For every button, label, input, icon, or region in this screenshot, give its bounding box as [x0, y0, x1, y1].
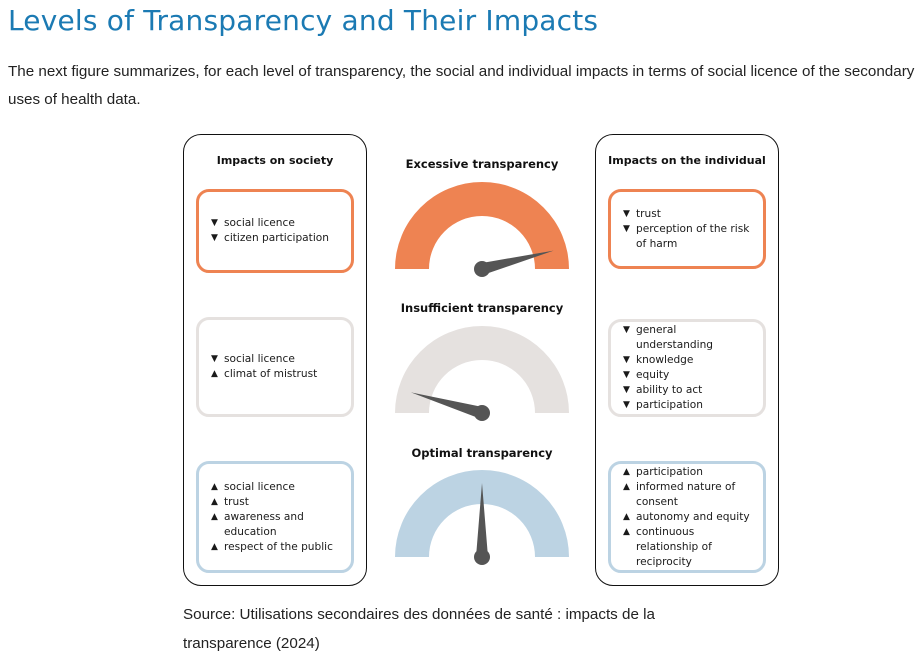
society-impacts-optimal: ▲ social licence ▲ trust ▲ awareness and educ… — [196, 461, 354, 573]
down-arrow-icon: ▼ — [623, 325, 630, 335]
down-arrow-icon: ▼ — [623, 355, 630, 365]
gauge-label-optimal: Optimal transparency — [411, 446, 553, 460]
page-title: Levels of Transparency and Their Impacts — [8, 4, 599, 37]
impact-text: equity — [636, 369, 670, 381]
gauge-needle — [410, 392, 484, 419]
individual-heading: Impacts on the individual — [608, 154, 766, 167]
down-arrow-icon: ▼ — [623, 370, 630, 380]
gauge-arc — [395, 182, 569, 269]
intro-paragraph: The next figure summarizes, for each lev… — [8, 63, 915, 108]
impact-item: ▲ autonomy and equity — [623, 510, 755, 525]
impact-text: informed nature of consent — [636, 480, 736, 508]
up-arrow-icon: ▲ — [623, 511, 630, 522]
gauge-label-insufficient: Insufficient transparency — [400, 301, 564, 315]
impact-item: ▼ citizen participation — [211, 231, 343, 246]
impact-text: ability to act — [636, 384, 703, 396]
impact-text: respect of the public — [224, 540, 333, 553]
impact-text: participation — [636, 465, 703, 478]
impact-item: ▲ awareness and education — [211, 510, 343, 540]
down-arrow-icon: ▼ — [211, 233, 218, 243]
impact-item: ▼ ability to act — [623, 383, 755, 398]
society-heading: Impacts on society — [216, 154, 334, 167]
impact-item: ▼ social licence — [211, 352, 343, 367]
gauge-label-excessive: Excessive transparency — [405, 157, 559, 171]
impact-item: ▲ trust — [211, 495, 343, 510]
gauge-optimal — [395, 470, 569, 565]
impact-item: ▼ participation — [623, 398, 755, 413]
up-arrow-icon: ▲ — [211, 369, 218, 379]
down-arrow-icon: ▼ — [623, 208, 630, 219]
society-impacts-excessive: ▼ social licence ▼ citizen participation — [196, 189, 354, 273]
individual-impacts-panel: Impacts on the individual ▼ trust ▼ percept… — [595, 134, 779, 586]
impact-text: social licence — [224, 353, 295, 365]
individual-impacts-excessive: ▼ trust ▼ perception of the risk of harm — [608, 189, 766, 269]
impact-text: trust — [224, 495, 249, 508]
gauge-hub — [474, 549, 490, 565]
impact-text: perception of the risk of harm — [636, 222, 750, 250]
gauge-arc — [395, 326, 569, 413]
impact-text: continuous relationship of reciprocity — [636, 525, 712, 568]
gauge-needle — [476, 483, 488, 557]
impact-text: knowledge — [636, 354, 694, 366]
impact-item: ▼ general understanding — [623, 323, 755, 353]
impact-text: autonomy and equity — [636, 510, 750, 523]
up-arrow-icon: ▲ — [211, 481, 218, 492]
impact-text: social licence — [224, 217, 295, 229]
down-arrow-icon: ▼ — [211, 218, 218, 228]
individual-impacts-insufficient: ▼ general understanding ▼ knowledge ▼ equity ▼… — [608, 319, 766, 417]
society-impacts-panel: Impacts on society ▼ social licence ▼ citiz… — [183, 134, 367, 586]
down-arrow-icon: ▼ — [623, 223, 630, 234]
down-arrow-icon: ▼ — [623, 400, 630, 410]
gauge-excessive — [395, 182, 569, 277]
impact-text: citizen participation — [224, 232, 329, 244]
gauge-insufficient — [395, 326, 569, 421]
transparency-figure: Impacts on society ▼ social licence ▼ citiz… — [183, 134, 783, 590]
impact-item: ▲ informed nature of consent — [623, 480, 755, 510]
impact-item: ▼ knowledge — [623, 353, 755, 368]
up-arrow-icon: ▲ — [623, 526, 630, 537]
gauge-arc — [395, 470, 569, 557]
society-impacts-insufficient: ▼ social licence ▲ climat of mistrust — [196, 317, 354, 417]
impact-item: ▼ perception of the risk of harm — [623, 222, 755, 252]
impact-item: ▼ trust — [623, 207, 755, 222]
down-arrow-icon: ▼ — [623, 385, 630, 395]
impact-item: ▲ participation — [623, 465, 755, 480]
gauge-needle — [480, 250, 554, 275]
source-caption: Source: Utilisations secondaires des don… — [183, 606, 655, 652]
down-arrow-icon: ▼ — [211, 354, 218, 364]
up-arrow-icon: ▲ — [211, 541, 218, 552]
up-arrow-icon: ▲ — [623, 481, 630, 492]
impact-text: awareness and education — [224, 510, 304, 538]
gauge-hub — [474, 405, 490, 421]
impact-item: ▼ equity — [623, 368, 755, 383]
impact-item: ▲ continuous relationship of reciprocity — [623, 525, 755, 570]
impact-item: ▼ social licence — [211, 216, 343, 231]
impact-text: trust — [636, 207, 661, 220]
impact-text: general understanding — [636, 324, 714, 351]
up-arrow-icon: ▲ — [211, 511, 218, 522]
impact-text: participation — [636, 399, 703, 411]
impact-item: ▲ climat of mistrust — [211, 367, 343, 382]
up-arrow-icon: ▲ — [623, 466, 630, 477]
impact-text: climat of mistrust — [224, 368, 318, 380]
impact-item: ▲ social licence — [211, 480, 343, 495]
individual-impacts-optimal: ▲ participation ▲ informed nature of consen… — [608, 461, 766, 573]
impact-text: social licence — [224, 480, 295, 493]
impact-item: ▲ respect of the public — [211, 540, 343, 555]
up-arrow-icon: ▲ — [211, 496, 218, 507]
gauge-hub — [474, 261, 490, 277]
